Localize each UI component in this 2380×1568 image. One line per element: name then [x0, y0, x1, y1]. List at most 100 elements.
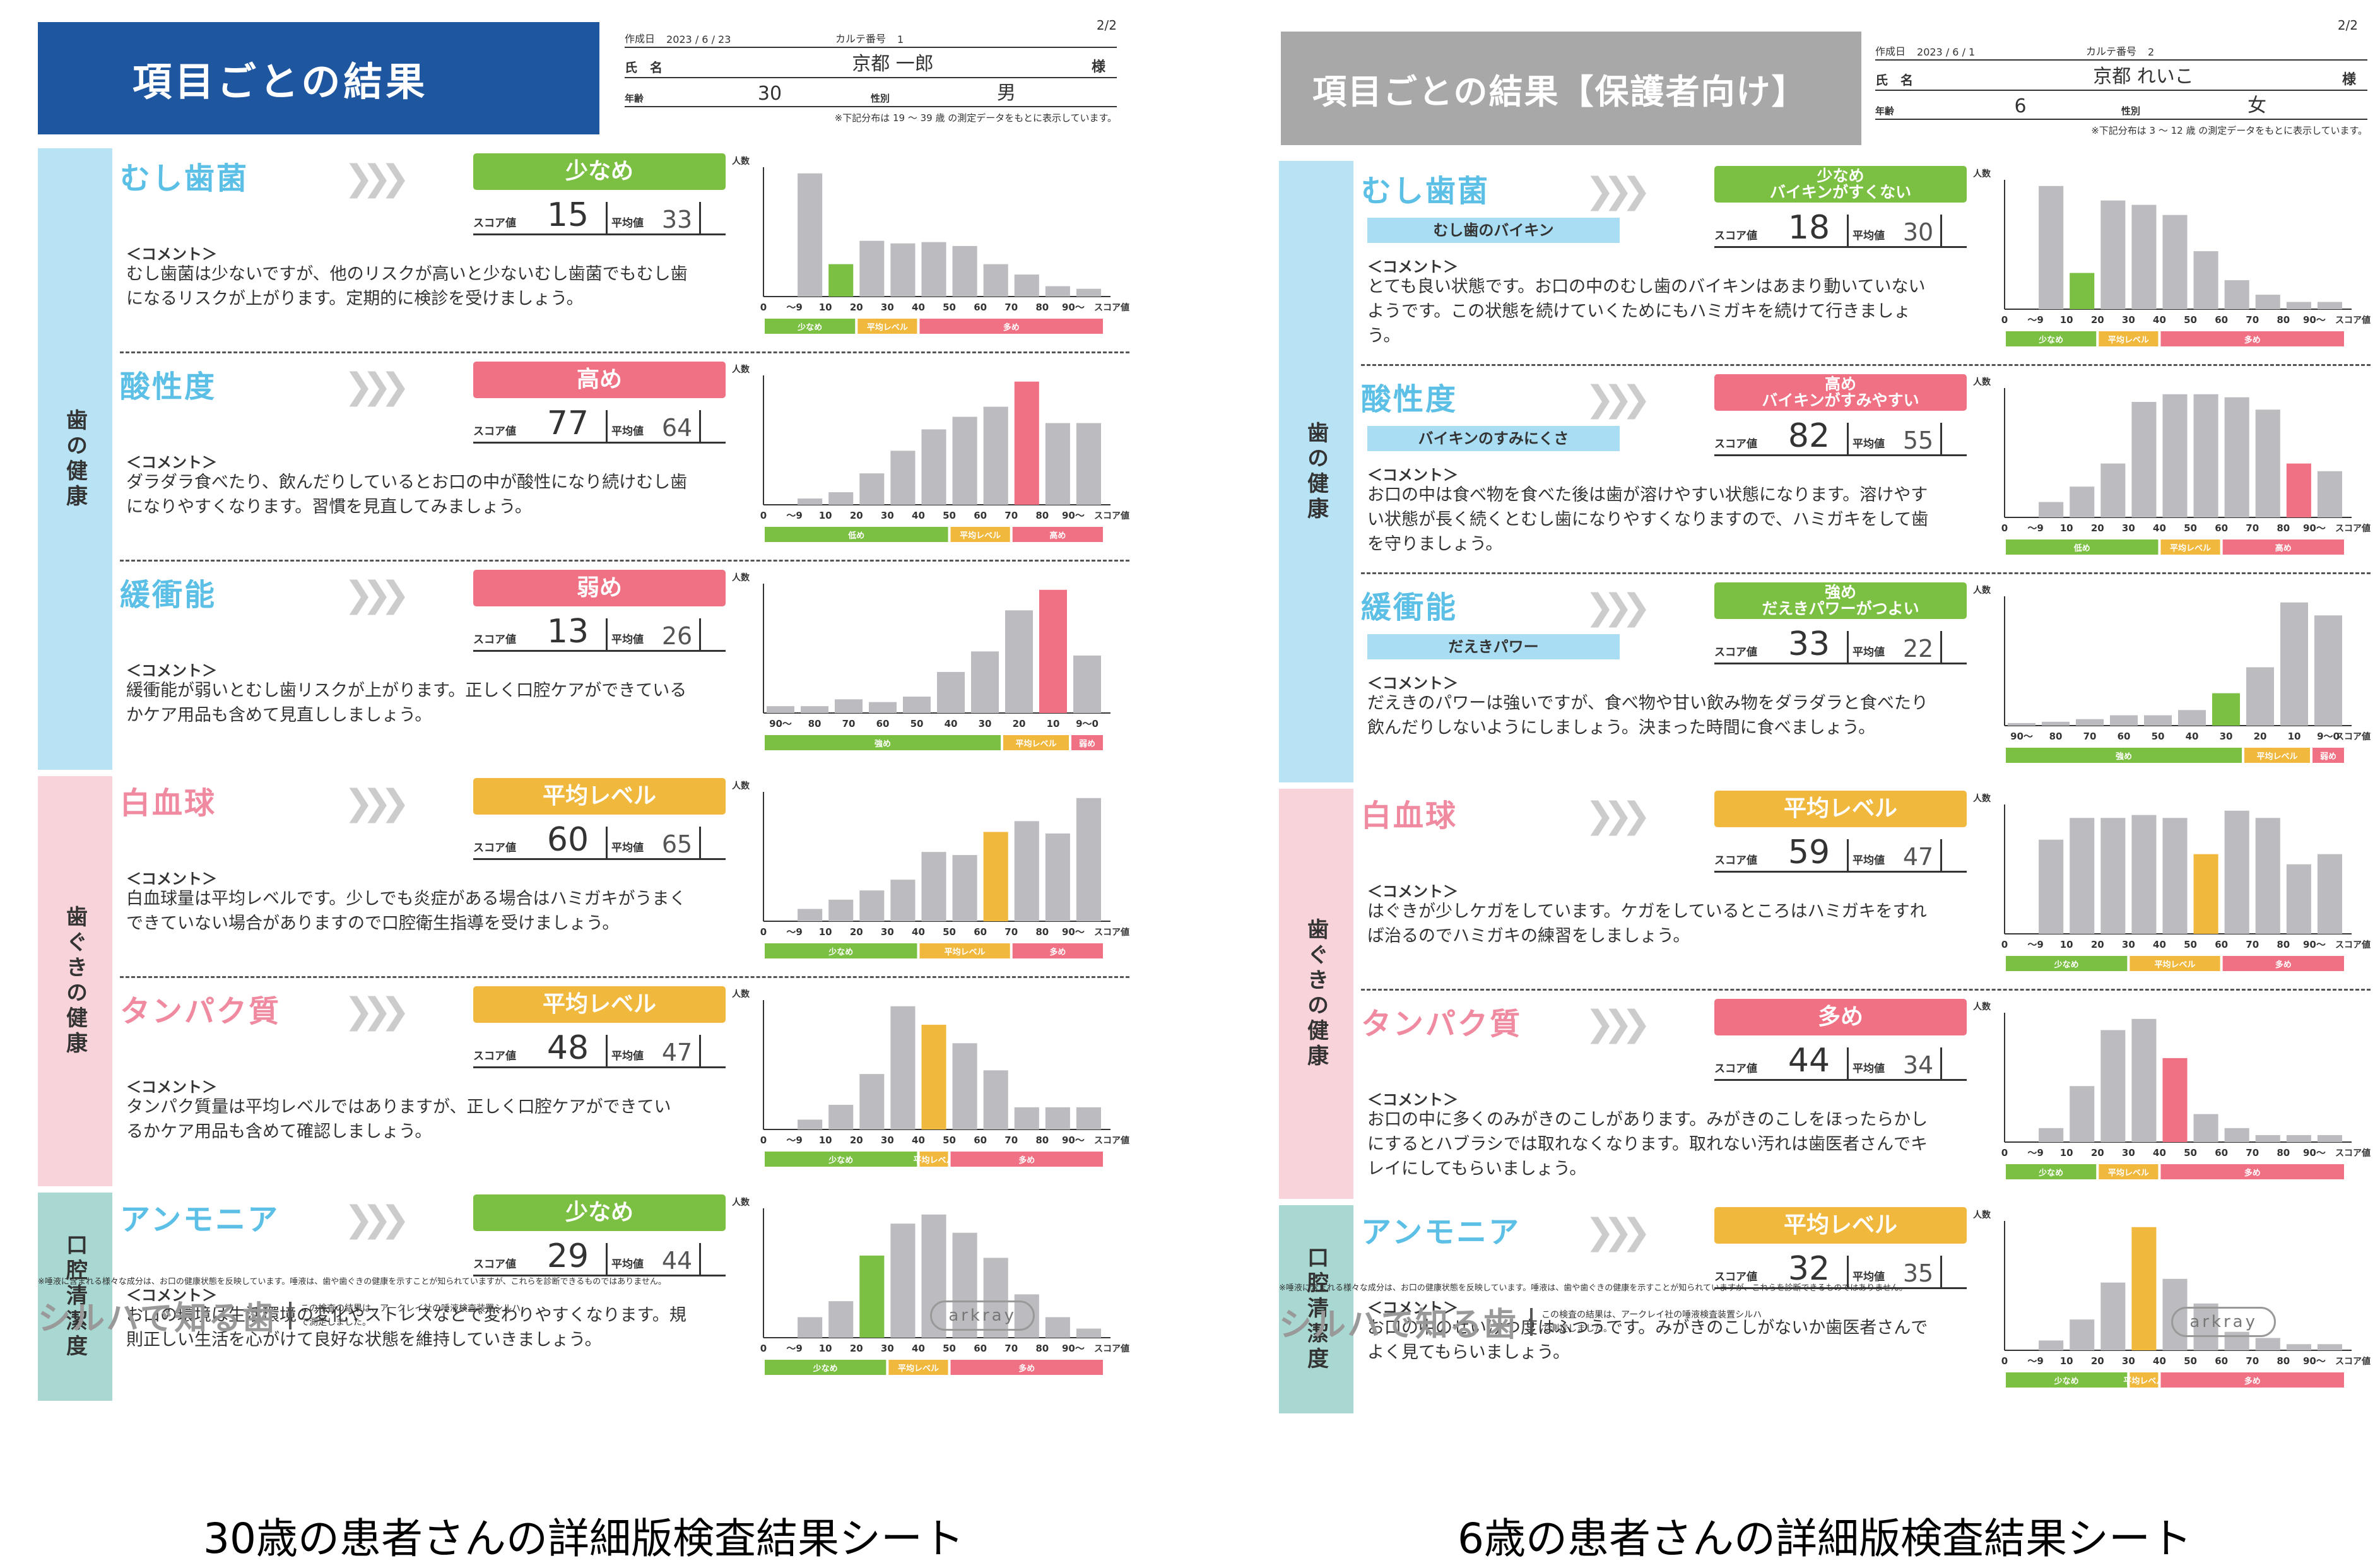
chevrons-icon: ❯❯❯: [1585, 795, 1651, 836]
chart-bar: [2193, 1303, 2218, 1350]
date-label: 作成日: [625, 33, 656, 45]
divider: [1847, 423, 1849, 454]
age-row: 年齢 6 性別 女: [1875, 91, 2367, 120]
chart-bar: [2100, 463, 2126, 517]
chart-bar: [2039, 839, 2064, 934]
category-label: 口腔清潔度: [62, 1234, 88, 1360]
chart-bar: [1076, 1107, 1101, 1129]
comment-label: ＜コメント＞: [1367, 1299, 1458, 1317]
x-tick-label: 90〜: [1062, 302, 1085, 313]
item-name: アンモニア: [1361, 1215, 1521, 1250]
x-axis-label: スコア値: [2335, 523, 2371, 534]
zone-band: [2006, 1164, 2097, 1179]
zone-label: 平均レベル: [1015, 739, 1056, 749]
footnote: ※唾液に含まれる様々な成分は、お口の健康状態を反映しています。唾液は、歯や歯ぐき…: [1279, 1283, 1907, 1293]
comment-label: ＜コメント＞: [1367, 466, 1458, 484]
zone-band: [1071, 735, 1103, 750]
x-tick-label: 50: [2184, 1355, 2197, 1367]
chevrons-icon: ❯❯❯: [1585, 587, 1651, 628]
honorific: 様: [2342, 72, 2357, 88]
x-tick-label: 80: [2277, 1147, 2290, 1158]
zone-label: 高め: [1049, 531, 1066, 541]
chart-bar: [983, 832, 1008, 921]
x-tick-label: 40: [2153, 314, 2166, 326]
x-tick-label: 90〜: [2303, 939, 2326, 950]
chart-no-label: カルテ番号: [835, 33, 887, 45]
result-item: 緩衝能 ❯❯❯ 弱め スコア値 13 平均値 26 ＜コメント＞ 緩衝能が弱いとむし歯リスクが上…: [120, 565, 1129, 770]
x-axis-label: スコア値: [2335, 1356, 2371, 1367]
result-sheet-left: 項目ごとの結果 2/2 作成日 2023 / 6 / 23 カルテ番号 1 氏 …: [35, 13, 1133, 1464]
page-number: 2/2: [1096, 18, 1117, 33]
chevrons-icon: ❯❯❯: [1585, 170, 1651, 211]
x-tick-label: 〜9: [2027, 522, 2043, 534]
footer: ※唾液に含まれる様々な成分は、お口の健康状態を反映しています。唾液は、歯や歯ぐき…: [1279, 1281, 2364, 1345]
comment-text: お口の中に多くのみがきのこしがあります。みがきのこしをほったらかしにするとハブラ…: [1367, 1110, 1928, 1179]
zone-label: 多め: [1003, 322, 1020, 333]
score-box: スコア値 59 平均値 47: [1714, 834, 1967, 873]
zone-label: 少なめ: [828, 1155, 853, 1165]
caption-right: 6歳の患者さんの詳細版検査結果シート: [1458, 1514, 2192, 1563]
average-value: 55: [1902, 427, 1934, 454]
x-tick-label: 70: [1004, 1343, 1018, 1354]
x-tick-label: 30: [979, 718, 992, 729]
chart-bar: [828, 1301, 854, 1338]
score-box: スコア値 13 平均値 26: [473, 613, 726, 652]
zone-band: [2160, 1372, 2344, 1388]
zone-label: 高め: [2275, 543, 2292, 553]
divider: [1847, 215, 1849, 246]
score-value: 29: [546, 1237, 589, 1275]
brand-row: シルハで知る歯 この検査の結果は、アークレイ社の唾液検査装置シルハで測定しました…: [1279, 1298, 2364, 1345]
x-tick-label: 0: [2001, 314, 2008, 326]
x-tick-label: 20: [2091, 939, 2104, 950]
zone-band: [2099, 1164, 2159, 1179]
chart-bar: [983, 1258, 1008, 1338]
age-row: 年齢 30 性別 男: [625, 78, 1117, 107]
comment-text: とても良い状態です。お口の中のむし歯のバイキンはあまり動いていないようです。この…: [1367, 277, 1926, 346]
patient-name: 京都 れいこ: [2093, 66, 2194, 88]
sheet-title: 項目ごとの結果: [38, 22, 599, 134]
score-value: 44: [1788, 1042, 1830, 1080]
zone-band: [2244, 748, 2310, 763]
zone-band: [2006, 331, 2097, 346]
x-tick-label: 90〜: [2303, 1147, 2326, 1158]
comment-text: 白血球量は平均レベルです。少しでも炎症がある場合はハミガキがうまくできていない場…: [126, 889, 686, 933]
item-name: むし歯菌: [1361, 174, 1490, 209]
x-tick-label: 20: [2091, 314, 2104, 326]
chart-bar: [767, 706, 794, 713]
x-axis-label: スコア値: [2335, 1148, 2371, 1158]
chart-bar: [903, 696, 931, 713]
x-tick-label: 90〜: [2303, 1355, 2326, 1367]
score-value: 82: [1788, 417, 1830, 455]
comment-label: ＜コメント＞: [126, 870, 217, 888]
score-value: 60: [546, 821, 589, 859]
x-tick-label: 60: [974, 510, 987, 521]
x-tick-label: 20: [850, 302, 863, 313]
score-value: 18: [1788, 209, 1830, 247]
sex-label: 性別: [2121, 105, 2141, 117]
chart-bar: [1045, 1107, 1070, 1129]
honorific: 様: [1092, 59, 1106, 75]
result-item: アンモニア ❯❯❯ 少なめ スコア値 29 平均値 44 ＜コメント＞ お口の環境は生活環境の変…: [120, 1189, 1129, 1394]
zone-label: 少なめ: [797, 322, 822, 333]
comment-text: むし歯菌は少ないですが、他のリスクが高いと少ないむし歯菌でもむし歯になるリスクが…: [126, 264, 688, 309]
average-label: 平均値: [611, 842, 644, 854]
divider: [1940, 1047, 1942, 1079]
x-tick-label: 20: [2091, 522, 2104, 534]
x-tick-label: 〜9: [2027, 1147, 2043, 1158]
chart-bar: [859, 890, 885, 921]
x-tick-label: 70: [2246, 939, 2259, 950]
y-axis-label: 人数: [732, 364, 750, 375]
chevrons-icon: ❯❯❯: [344, 991, 410, 1032]
x-tick-label: 20: [850, 926, 863, 938]
chevrons-icon: ❯❯❯: [344, 1199, 410, 1240]
x-tick-label: 30: [2122, 1147, 2135, 1158]
x-tick-label: 10: [2288, 731, 2301, 742]
x-tick-label: 50: [2152, 731, 2165, 742]
level-badge: 平均レベル: [1714, 791, 1967, 827]
zone-band: [1003, 735, 1069, 750]
chart-bar: [983, 1070, 1008, 1129]
chart-bar: [798, 909, 823, 921]
zone-band: [765, 735, 1001, 750]
score-label: スコア値: [473, 634, 516, 646]
chart-bar: [828, 899, 854, 921]
